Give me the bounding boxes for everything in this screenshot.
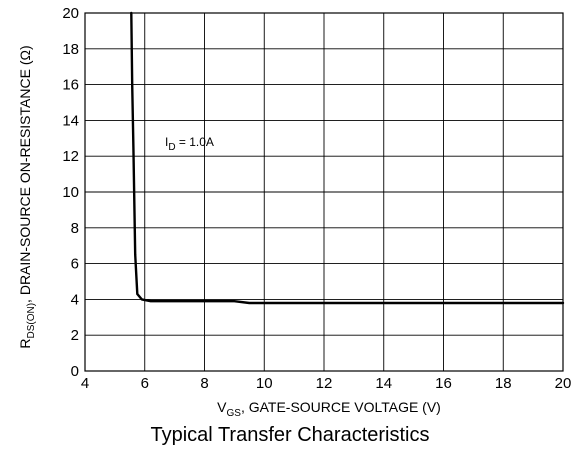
plot-frame	[84, 12, 564, 372]
annotation-symbol: I	[165, 135, 168, 149]
y-tick-label: 10	[62, 184, 79, 201]
y-axis-label: RDS(ON), DRAIN-SOURCE ON-RESISTANCE (Ω)	[17, 45, 37, 348]
y-tick-label: 8	[71, 220, 79, 237]
x-tick-label: 14	[375, 375, 392, 392]
y-tick-label: 14	[62, 112, 79, 129]
x-tick-labels: 4 6 8 10 12 14 16 18 20	[81, 375, 572, 392]
x-axis-label: VGS, GATE-SOURCE VOLTAGE (V)	[217, 399, 441, 419]
y-tick-label: 16	[62, 77, 79, 94]
y-tick-labels: 0 2 4 6 8 10 12 14 16 18 20	[62, 5, 79, 380]
series-line	[130, 11, 565, 305]
annotation-subscript: D	[168, 142, 175, 153]
y-tick-label: 0	[71, 363, 79, 380]
x-tick-label: 6	[141, 375, 149, 392]
y-tick-label: 18	[62, 41, 79, 58]
y-axis-label-text: , DRAIN-SOURCE ON-RESISTANCE (Ω)	[17, 45, 33, 303]
y-tick-label: 4	[71, 291, 79, 308]
x-tick-label: 4	[81, 375, 89, 392]
x-tick-label: 18	[495, 375, 512, 392]
y-axis-label-symbol: R	[17, 339, 33, 349]
x-tick-label: 20	[555, 375, 572, 392]
x-tick-label: 10	[256, 375, 273, 392]
y-tick-label: 20	[62, 5, 79, 22]
x-axis-label-symbol: V	[217, 399, 227, 415]
y-tick-label: 12	[62, 148, 79, 165]
y-tick-label: 2	[71, 327, 79, 344]
x-axis-label-subscript: GS	[226, 408, 241, 419]
chart-caption: Typical Transfer Characteristics	[151, 424, 430, 446]
annotation-text: = 1.0A	[176, 135, 214, 149]
y-tick-label: 6	[71, 256, 79, 273]
grid	[84, 12, 564, 372]
x-tick-label: 16	[435, 375, 452, 392]
x-tick-label: 8	[200, 375, 208, 392]
x-axis-label-text: , GATE-SOURCE VOLTAGE (V)	[241, 399, 441, 415]
y-axis-label-subscript: DS(ON)	[26, 303, 37, 339]
annotation-label: ID = 1.0A	[165, 135, 214, 153]
x-tick-label: 12	[316, 375, 333, 392]
